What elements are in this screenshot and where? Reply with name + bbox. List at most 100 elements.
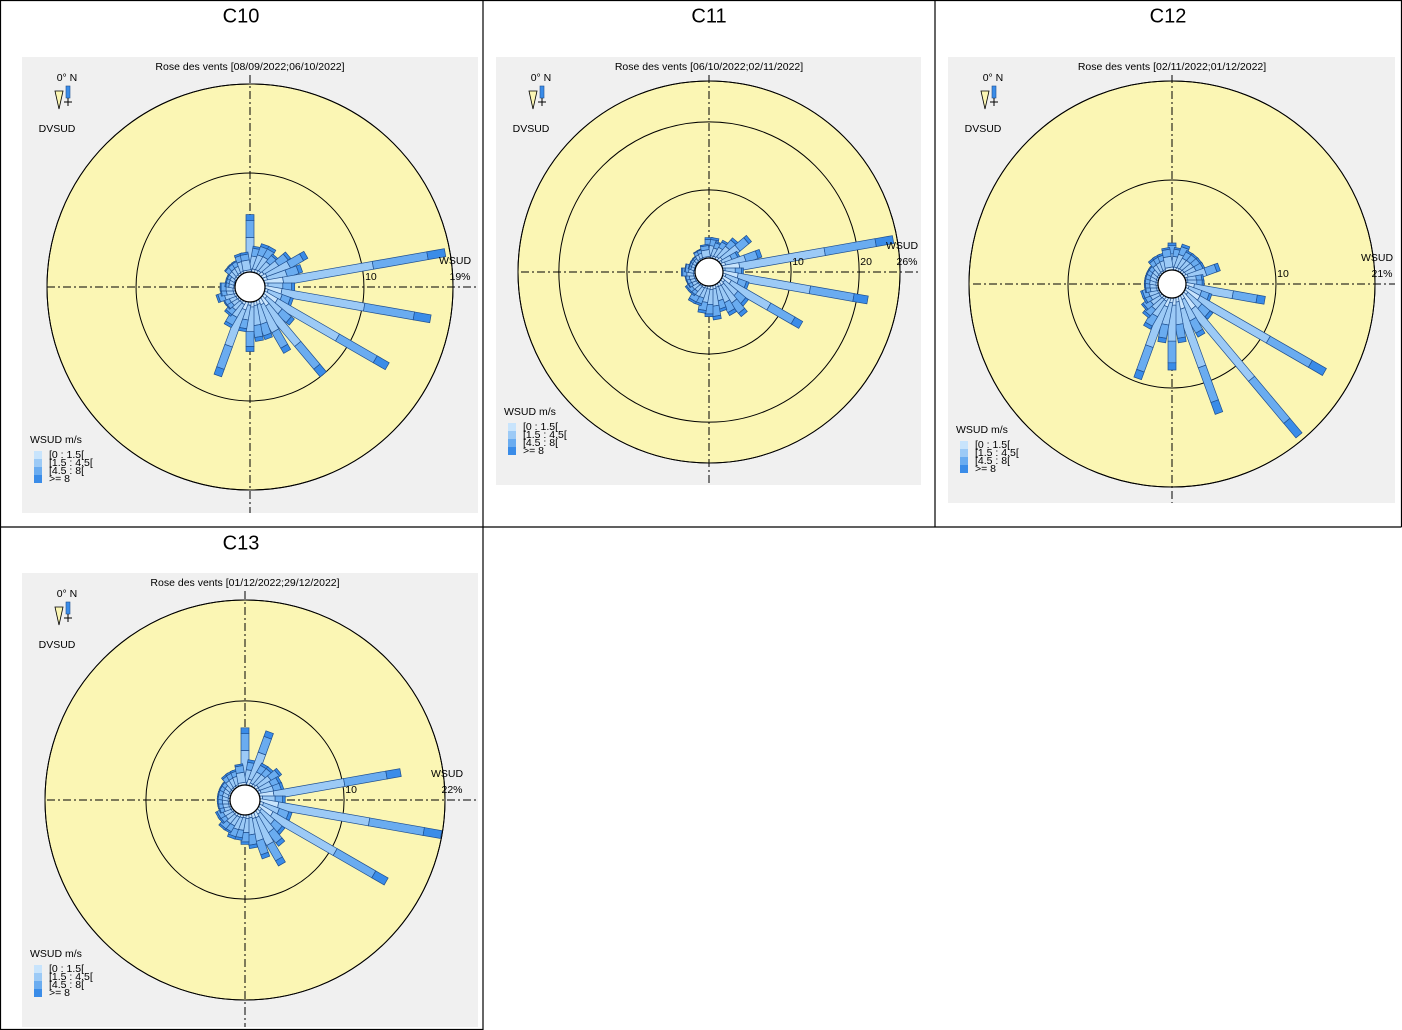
cell-label: C12 (1150, 5, 1187, 27)
direction-label: DVSUD (39, 123, 76, 135)
legend-title: WSUD m/s (30, 434, 82, 446)
wind-rose-chart: C11 Rose des vents [06/10/2022;02/11/2022… (496, 5, 921, 485)
bar-segment (740, 297, 749, 307)
north-label: 0° N (531, 72, 552, 84)
bar-segment (743, 234, 752, 245)
r-tick-label: 19% (449, 271, 470, 283)
bar-segment (697, 308, 707, 314)
bar-segment (235, 771, 247, 784)
bar-segment (274, 767, 283, 777)
bar-segment (385, 768, 402, 780)
legend-swatch (34, 981, 42, 989)
bar-segment (213, 366, 225, 378)
chart-title: Rose des vents [08/09/2022;06/10/2022] (155, 61, 344, 73)
legend-swatch (960, 457, 968, 465)
bar-segment (295, 264, 304, 274)
speed-label: WSUD (886, 240, 918, 252)
legend-label: [4.5 : 8[ (975, 455, 1010, 467)
bar-segment (266, 245, 277, 254)
bar-segment (754, 249, 763, 259)
bar-segment (1167, 340, 1177, 364)
bar-segment (1133, 368, 1145, 381)
legend-swatch (34, 467, 42, 475)
bar-segment (218, 823, 227, 831)
bar-segment (1180, 243, 1191, 250)
legend-swatch (34, 989, 42, 997)
bar-segment (687, 297, 697, 305)
bar-segment (1204, 310, 1214, 320)
bar-segment (1177, 336, 1187, 344)
legend-swatch (960, 465, 968, 473)
bar-segment (1255, 294, 1266, 305)
r-tick-label: 26% (896, 256, 917, 268)
bar-segment (245, 331, 255, 347)
calm-circle (234, 271, 266, 303)
legend-label: [1.5 : 4.5[ (975, 447, 1019, 459)
bar-segment (275, 837, 286, 847)
bar-segment (371, 870, 389, 886)
north-label: 0° N (57, 588, 78, 600)
legend-swatch (34, 459, 42, 467)
cell-label: C11 (691, 5, 726, 27)
bar-segment (313, 363, 327, 378)
direction-label: DVSUD (965, 123, 1002, 135)
r-tick-label: 10 (345, 784, 357, 796)
legend-swatch (34, 965, 42, 973)
bar-segment (1162, 255, 1174, 269)
north-label: 0° N (57, 72, 78, 84)
wind-rose-chart: C10 Rose des vents [08/09/2022;06/10/2022… (22, 5, 478, 513)
compass-arrow (54, 606, 64, 626)
bar-segment (704, 313, 714, 317)
grid-circle (44, 599, 446, 1001)
compass-cross (64, 98, 72, 106)
bar-segment (263, 730, 274, 740)
compass-arrow (980, 90, 990, 110)
legend-label: [0 : 1.5[ (523, 421, 558, 433)
bar-segment (282, 251, 292, 261)
bar-segment (248, 843, 258, 849)
bar-segment (245, 214, 255, 221)
legend-label: >= 8 (975, 463, 996, 475)
legend-label: >= 8 (49, 987, 70, 999)
r-tick-label: 10 (792, 256, 804, 268)
bar-segment (1307, 359, 1327, 376)
legend-title: WSUD m/s (30, 948, 82, 960)
bar-segment (1210, 399, 1224, 415)
bar-segment (240, 259, 252, 272)
calm-circle (229, 784, 261, 816)
compass-cross (990, 98, 998, 106)
legend-label: >= 8 (523, 445, 544, 457)
bar-segment (291, 282, 296, 292)
bar-segment (260, 851, 271, 860)
legend-swatch (960, 449, 968, 457)
bar-segment (1157, 336, 1167, 344)
bar-segment (1142, 310, 1151, 319)
bar-segment (372, 355, 390, 371)
bar-segment (240, 727, 250, 735)
legend-label: [0 : 1.5[ (49, 963, 84, 975)
legend-label: [4.5 : 8[ (49, 979, 84, 991)
bar-segment (240, 733, 250, 751)
bar-segment (1140, 302, 1149, 312)
bar-segment (239, 251, 249, 256)
r-tick-label: 10 (1277, 268, 1289, 280)
north-label: 0° N (983, 72, 1004, 84)
legend-label: [1.5 : 4.5[ (49, 457, 93, 469)
cell-label: C10 (223, 5, 260, 27)
legend-label: [1.5 : 4.5[ (49, 971, 93, 983)
compass-cross (538, 98, 546, 106)
bar-segment (245, 220, 255, 238)
compass-bar (65, 85, 71, 99)
grid-circle (1067, 179, 1277, 389)
bar-segment (790, 316, 804, 329)
calm-circle (694, 257, 724, 287)
legend-label: [4.5 : 8[ (49, 465, 84, 477)
bar-segment (1213, 262, 1221, 273)
bar-segment (727, 308, 737, 317)
r-tick-label: 22% (441, 784, 462, 796)
legend-label: [1.5 : 4.5[ (523, 429, 567, 441)
bar-segment (1143, 321, 1153, 330)
bar-segment (1167, 242, 1177, 247)
legend-swatch (34, 973, 42, 981)
